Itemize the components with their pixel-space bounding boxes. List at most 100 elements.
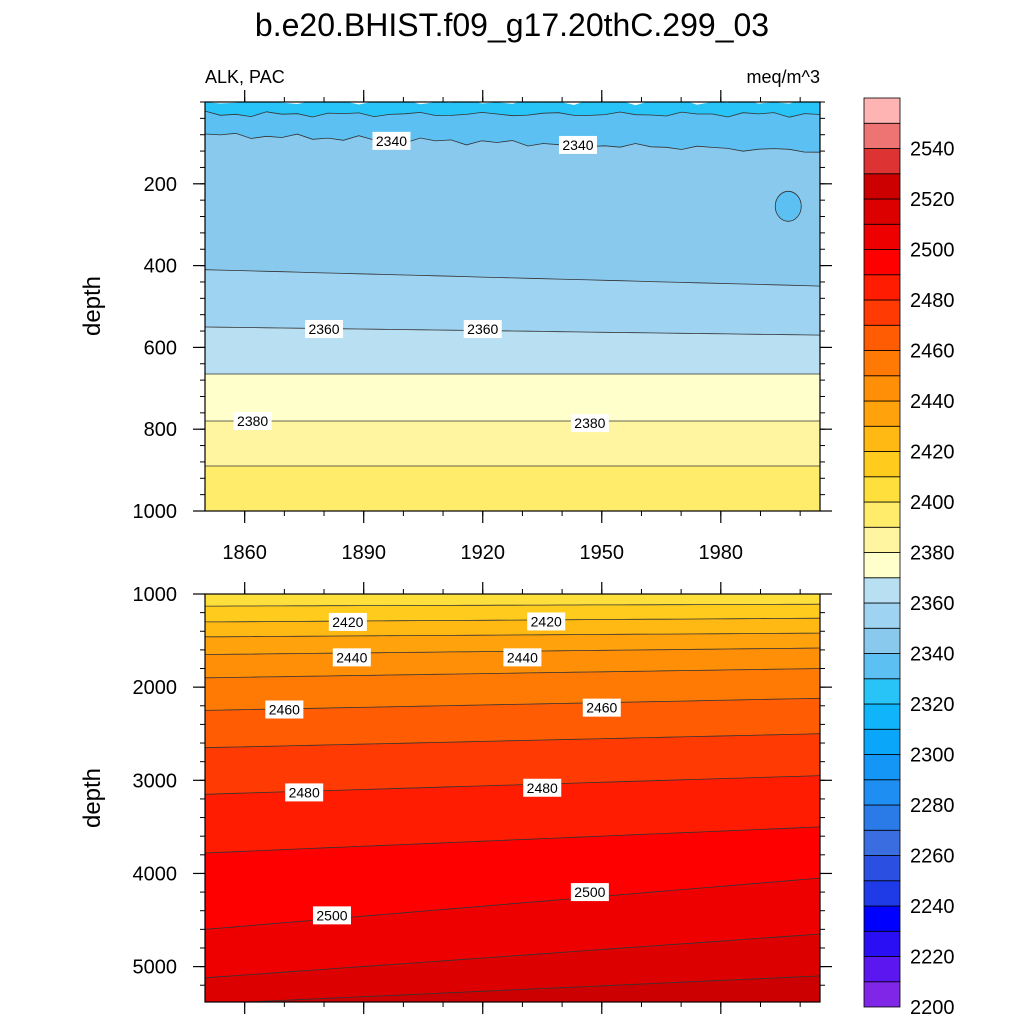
colorbar-tick-label: 2360	[910, 593, 955, 615]
upper-y-tick-label: 600	[144, 337, 177, 359]
colorbar-tick-label: 2280	[910, 795, 955, 817]
colorbar-cell	[863, 880, 901, 907]
upper-x-tick-label: 1860	[222, 542, 267, 564]
colorbar-tick-label: 2440	[910, 391, 955, 413]
colorbar-cell	[863, 930, 901, 957]
svg-text:2460: 2460	[586, 700, 617, 716]
upper-y-tick-label: 200	[144, 174, 177, 196]
colorbar-cell	[863, 501, 901, 528]
colorbar-tick-label: 2200	[910, 997, 955, 1019]
lower-plot-frame	[204, 593, 821, 1003]
colorbar-cell	[863, 122, 901, 149]
colorbar-cell	[863, 602, 901, 629]
upper-contour-line-2340	[205, 132, 820, 153]
upper-contour-island	[774, 190, 802, 222]
colorbar-cell	[863, 577, 901, 604]
lower-contour-label: 2500	[312, 906, 351, 925]
upper-x-tick-label: 1920	[460, 542, 505, 564]
colorbar-tick-label: 2460	[910, 341, 955, 363]
colorbar-cell	[863, 198, 901, 225]
lower-contour-line-2470	[205, 733, 820, 749]
upper-y-axis-title: depth	[79, 276, 106, 336]
upper-y-tick-label: 1000	[133, 501, 178, 523]
colorbar-tick-label: 2300	[910, 745, 955, 767]
colorbar-cell	[863, 779, 901, 806]
colorbar-cell	[863, 905, 901, 932]
svg-text:2360: 2360	[467, 321, 498, 337]
colorbar-cell	[863, 274, 901, 301]
colorbar-tick-label: 2540	[910, 139, 955, 161]
lower-contour-line-2450	[205, 668, 820, 679]
chart-title: b.e20.BHIST.f09_g17.20thC.299_03	[255, 7, 769, 43]
colorbar-cell	[863, 451, 901, 478]
lower-contour-line-2510	[205, 933, 820, 979]
lower-contour-label: 2460	[265, 700, 304, 719]
upper-x-tick-label: 1890	[341, 542, 386, 564]
svg-text:2340: 2340	[562, 137, 593, 153]
colorbar-cell	[863, 249, 901, 276]
upper-plot-frame	[204, 101, 821, 512]
upper-contour-label: 2360	[305, 319, 344, 338]
colorbar-cell	[863, 855, 901, 882]
upper-subtitle-units: meq/m^3	[747, 67, 820, 87]
colorbar-tick-label: 2480	[910, 290, 955, 312]
upper-panel: 2340 2340 2360 2360 2380 2380 200 400 600 800 1000…	[133, 90, 832, 564]
colorbar-tick-label: 2420	[910, 442, 955, 464]
colorbar-tick-label: 2260	[910, 846, 955, 868]
colorbar-cell	[863, 400, 901, 427]
colorbar-cell	[863, 728, 901, 755]
lower-contour-label: 2420	[328, 612, 367, 631]
svg-text:2460: 2460	[269, 702, 300, 718]
upper-contour-label: 2340	[558, 135, 597, 154]
colorbar-tick-label: 2500	[910, 240, 955, 262]
lower-contour-label: 2440	[503, 648, 542, 667]
colorbar-cell	[863, 829, 901, 856]
colorbar-cell	[863, 324, 901, 351]
svg-text:2380: 2380	[574, 415, 605, 431]
lower-y-tick-label: 2000	[133, 677, 178, 699]
colorbar-cell	[863, 97, 901, 124]
upper-x-tick-label: 1980	[699, 542, 744, 564]
colorbar-cell	[863, 804, 901, 831]
upper-y-tick-label: 400	[144, 256, 177, 278]
colorbar-cell	[863, 299, 901, 326]
upper-contour-line-2350	[205, 269, 820, 287]
lower-contour-label: 2480	[285, 783, 324, 802]
colorbar-cell	[863, 627, 901, 654]
colorbar-cell	[863, 173, 901, 200]
upper-subtitle-left: ALK, PAC	[205, 67, 285, 87]
colorbar-tick-label: 2380	[910, 543, 955, 565]
lower-y-tick-label: 5000	[133, 957, 178, 979]
upper-contour-label: 2360	[463, 319, 502, 338]
colorbar: 2200 2220 2240 2260 2280 2300 2320 2340 2360 2380…	[863, 97, 955, 1019]
lower-contour-line-2500	[205, 877, 820, 930]
svg-text:2380: 2380	[237, 413, 268, 429]
upper-contour-label: 2340	[372, 131, 411, 150]
svg-text:2420: 2420	[332, 614, 363, 630]
colorbar-tick-label: 2220	[910, 947, 955, 969]
colorbar-cell	[863, 653, 901, 680]
svg-text:2480: 2480	[527, 780, 558, 796]
upper-band-2390	[205, 466, 820, 511]
lower-contour-label: 2500	[570, 883, 609, 902]
colorbar-tick-label: 2520	[910, 189, 955, 211]
lower-contour-label: 2460	[582, 698, 621, 717]
svg-text:2440: 2440	[507, 649, 538, 665]
colorbar-cell	[863, 350, 901, 377]
colorbar-cell	[863, 552, 901, 579]
upper-contour-label: 2380	[570, 414, 609, 433]
lower-y-tick-label: 1000	[133, 584, 178, 606]
colorbar-cell	[863, 375, 901, 402]
svg-text:2480: 2480	[289, 784, 320, 800]
lower-contour-line-2410	[205, 603, 820, 607]
svg-text:2500: 2500	[316, 907, 347, 923]
colorbar-cell	[863, 678, 901, 705]
lower-contour-label: 2480	[523, 778, 562, 797]
upper-y-tick-label: 800	[144, 419, 177, 441]
colorbar-cell	[863, 148, 901, 175]
upper-x-tick-label: 1950	[580, 542, 625, 564]
lower-panel: 2420 2420 2440 2440 2460 2460 2480 2480 2500 2500…	[133, 582, 832, 1014]
svg-text:2340: 2340	[376, 133, 407, 149]
colorbar-cell	[863, 754, 901, 781]
